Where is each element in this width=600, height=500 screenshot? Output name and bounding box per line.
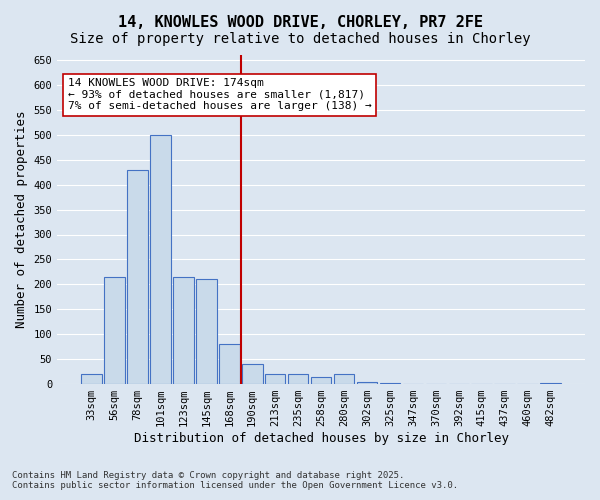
Bar [242,364,263,384]
Bar [150,135,171,384]
Bar [356,382,377,384]
Bar [265,374,286,384]
Bar [334,374,355,384]
Bar [81,374,102,384]
Bar [288,374,308,384]
Text: Contains HM Land Registry data © Crown copyright and database right 2025.
Contai: Contains HM Land Registry data © Crown c… [12,470,458,490]
Text: 14 KNOWLES WOOD DRIVE: 174sqm
← 93% of detached houses are smaller (1,817)
7% of: 14 KNOWLES WOOD DRIVE: 174sqm ← 93% of d… [68,78,371,111]
Bar [173,277,194,384]
Bar [104,277,125,384]
Bar [311,376,331,384]
Bar [541,383,561,384]
Text: Size of property relative to detached houses in Chorley: Size of property relative to detached ho… [70,32,530,46]
Bar [380,383,400,384]
Text: 14, KNOWLES WOOD DRIVE, CHORLEY, PR7 2FE: 14, KNOWLES WOOD DRIVE, CHORLEY, PR7 2FE [118,15,482,30]
Bar [219,344,239,384]
Bar [196,280,217,384]
X-axis label: Distribution of detached houses by size in Chorley: Distribution of detached houses by size … [134,432,509,445]
Y-axis label: Number of detached properties: Number of detached properties [15,111,28,328]
Bar [127,170,148,384]
